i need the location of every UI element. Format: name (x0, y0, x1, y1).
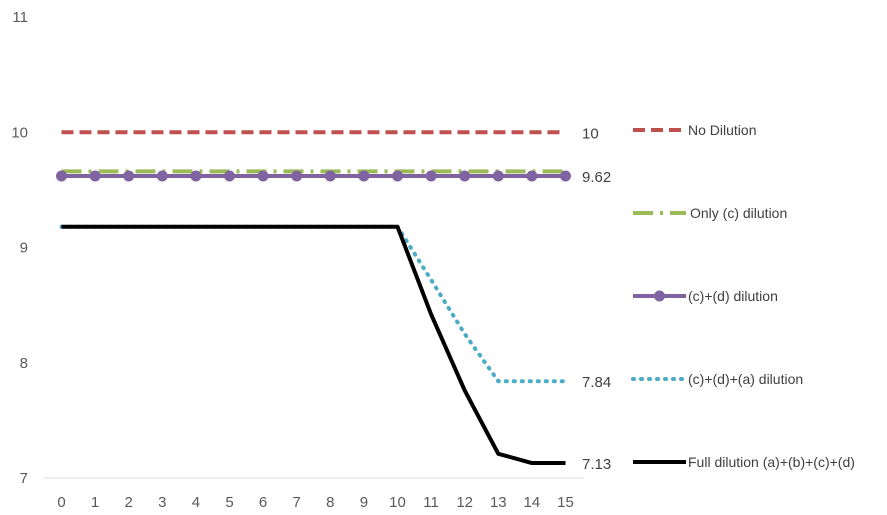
x-axis-tick-labels: 0 1 2 3 4 5 6 7 8 9 10 11 12 13 14 15 (57, 494, 574, 511)
end-label-c-d-dilution: 9.62 (582, 169, 611, 186)
data-point-marker (392, 170, 403, 182)
end-label-full-dilution-a-b-c-d: 7.13 (582, 456, 611, 473)
x-tick-label: 4 (192, 494, 200, 511)
data-point-marker (459, 170, 471, 182)
x-tick-label: 1 (91, 494, 99, 511)
y-tick-label: 7 (20, 470, 28, 487)
data-point-marker (560, 170, 571, 182)
x-tick-label: 9 (360, 494, 368, 511)
data-point-marker (156, 170, 168, 182)
y-tick-label: 9 (20, 240, 28, 257)
x-tick-label: 2 (125, 494, 133, 511)
x-tick-label: 7 (293, 494, 301, 511)
data-point-marker (526, 170, 538, 182)
data-point-marker (123, 170, 135, 182)
data-point-marker (190, 170, 202, 182)
x-tick-label: 14 (524, 494, 541, 511)
legend-label-c-d-dilution: (c)+(d) dilution (688, 288, 778, 304)
legend-label-no-dilution: No Dilution (688, 122, 756, 138)
data-point-marker (425, 170, 437, 182)
series-line-full-dilution-a-b-c-d (61, 224, 566, 466)
legend: No Dilution Only (c) dilution (c)+(d) dilu… (631, 122, 855, 470)
x-tick-label: 0 (57, 494, 65, 511)
x-tick-label: 5 (225, 494, 233, 511)
end-data-labels: 10 9.62 7.84 7.13 (582, 125, 611, 473)
y-axis-tick-labels: 7 8 9 10 11 (11, 9, 28, 487)
data-point-marker (224, 170, 235, 182)
x-tick-label: 15 (557, 494, 574, 511)
x-tick-label: 10 (389, 494, 406, 511)
data-point-marker (291, 170, 303, 182)
end-label-c-d-a-dilution: 7.84 (582, 374, 611, 391)
x-tick-label: 8 (326, 494, 334, 511)
data-point-marker (257, 170, 269, 182)
series-lines (56, 130, 571, 466)
legend-label-c-d-a-dilution: (c)+(d)+(a) dilution (688, 371, 803, 387)
x-tick-label: 13 (490, 494, 507, 511)
data-point-marker (89, 170, 101, 182)
y-tick-label: 10 (11, 124, 28, 141)
x-tick-label: 11 (423, 494, 439, 511)
data-point-marker (56, 170, 67, 182)
legend-label-only-c-dilution: Only (c) dilution (690, 205, 787, 221)
data-point-marker (324, 170, 336, 182)
y-tick-label: 11 (12, 9, 28, 26)
legend-marker (654, 290, 665, 302)
end-label-no-dilution: 10 (582, 125, 599, 142)
x-tick-label: 6 (259, 494, 267, 511)
x-tick-label: 12 (456, 494, 473, 511)
data-point-marker (492, 170, 504, 182)
legend-label-full-dilution-a-b-c-d: Full dilution (a)+(b)+(c)+(d) (688, 454, 855, 470)
series-line-c-d-a-dilution (59, 224, 568, 384)
data-point-marker (358, 170, 370, 182)
x-tick-label: 3 (158, 494, 166, 511)
y-tick-label: 8 (20, 355, 28, 372)
